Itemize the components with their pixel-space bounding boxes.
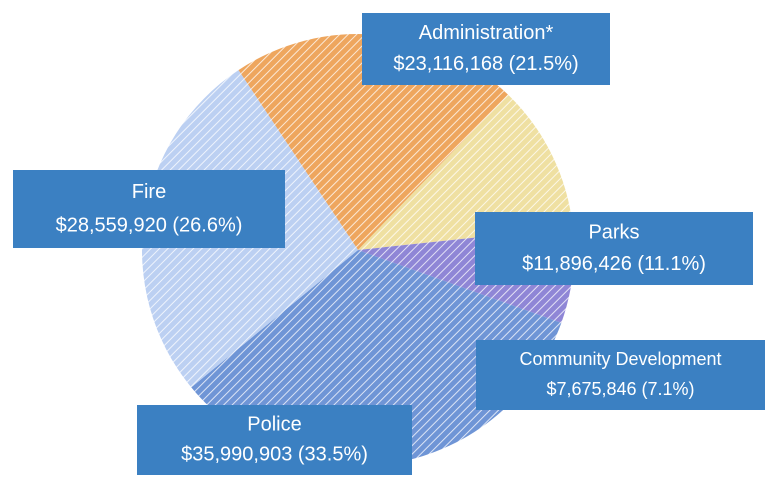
slice-label: Fire [132, 181, 166, 203]
slice-value-label: $11,896,426 (11.1%) [522, 253, 706, 275]
label-box [475, 212, 753, 285]
label-box [137, 405, 412, 475]
label-box [13, 170, 285, 248]
label-box [362, 13, 610, 85]
slice-value-label: $7,675,846 (7.1%) [546, 379, 694, 399]
slice-label: Community Development [519, 349, 721, 369]
slice-label: Administration* [419, 22, 554, 44]
slice-value-label: $23,116,168 (21.5%) [393, 53, 578, 75]
pie-slice [358, 94, 573, 250]
slice-value-label: $35,990,903 (33.5%) [181, 444, 368, 466]
pie-slice [238, 33, 509, 251]
label-box [476, 340, 765, 410]
slice-label: Police [247, 414, 301, 436]
slice-value-label: $28,559,920 (26.6%) [56, 214, 243, 236]
slice-label: Parks [588, 221, 639, 243]
